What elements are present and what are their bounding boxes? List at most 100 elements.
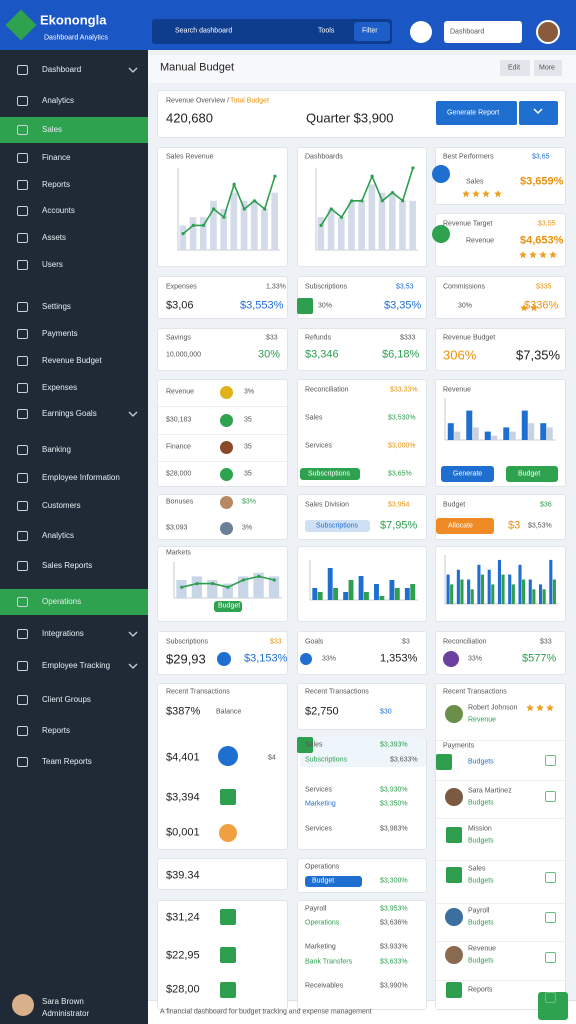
dashboard-dropdown[interactable] <box>444 21 522 43</box>
bar <box>466 410 473 440</box>
bar <box>327 568 333 600</box>
allocate-button[interactable] <box>436 518 494 534</box>
checkbox[interactable] <box>545 992 556 1003</box>
notification-button[interactable] <box>410 21 432 43</box>
icon <box>445 908 463 926</box>
checkbox[interactable] <box>545 791 556 802</box>
card-title: Sales <box>305 741 323 749</box>
card-title: Expenses <box>166 283 197 291</box>
card-text: $3,633% <box>390 756 418 764</box>
checkbox[interactable] <box>545 755 556 766</box>
sidebar-icon <box>17 383 28 393</box>
bar <box>240 200 248 250</box>
card-text: Revenue <box>466 237 495 245</box>
more-button[interactable] <box>534 60 562 76</box>
card-text: Budget <box>518 470 541 478</box>
user-avatar[interactable] <box>536 20 560 44</box>
sidebar-icon <box>17 473 28 483</box>
bar <box>374 584 379 600</box>
chevron-icon <box>128 67 138 73</box>
card-text: $3,636% <box>380 919 408 927</box>
card-text: Generate <box>453 470 483 478</box>
bar <box>470 589 474 604</box>
sidebar-item: Revenue Budget <box>42 356 102 365</box>
icon <box>432 225 450 243</box>
bar <box>549 559 553 604</box>
bar <box>348 580 354 600</box>
bar <box>509 431 516 440</box>
checkbox[interactable] <box>545 952 556 963</box>
card-text: $28,000 <box>166 470 192 478</box>
checkbox[interactable] <box>545 912 556 923</box>
sidebar-item: Sales <box>42 125 63 134</box>
sidebar-icon <box>17 329 28 339</box>
card <box>157 276 288 319</box>
sidebar-icon <box>17 661 28 671</box>
search-filter[interactable] <box>354 22 390 41</box>
card-title: Revenue Budget <box>443 334 496 342</box>
dropdown-label: Dashboard <box>450 28 485 36</box>
sidebar-icon <box>17 445 28 455</box>
card-text: $3,300% <box>380 877 408 885</box>
search-tag: Filter <box>362 27 378 35</box>
bar <box>199 217 207 250</box>
bar <box>528 423 535 440</box>
highlight-row[interactable] <box>300 737 426 767</box>
card-title: Goals <box>305 638 324 646</box>
card <box>157 683 288 850</box>
bar <box>358 200 365 250</box>
icon <box>436 754 452 770</box>
card-title: Revenue <box>443 386 472 394</box>
card-text: Budgets <box>468 957 494 965</box>
bar <box>312 588 318 600</box>
divider <box>158 434 287 435</box>
card-text: Marketing <box>305 800 336 808</box>
card-text: $3,53 <box>396 283 414 291</box>
card-text: Subscriptions <box>305 756 348 764</box>
card-text: $2,750 <box>305 705 339 718</box>
generate-button[interactable] <box>441 466 494 482</box>
fab[interactable] <box>538 992 568 1020</box>
sidebar-icon <box>17 233 28 243</box>
bar <box>546 427 553 440</box>
card-text: Budgets <box>468 837 494 845</box>
bar <box>337 217 345 250</box>
card-text: $3,530% <box>388 414 416 422</box>
card <box>297 900 427 1010</box>
bar <box>477 564 481 604</box>
divider <box>158 461 287 462</box>
bar <box>491 584 495 604</box>
card-text: $3,06 <box>166 299 194 312</box>
bar <box>454 431 461 440</box>
label: Edit <box>508 64 521 72</box>
sidebar-item: Analytics <box>42 531 75 540</box>
footer-text: A financial dashboard for budget trackin… <box>160 1008 372 1016</box>
card-text: $33.33% <box>390 386 418 394</box>
bar <box>364 592 369 600</box>
card-text: Receivables <box>305 982 344 990</box>
point <box>252 199 257 203</box>
sidebar-icon <box>17 629 28 639</box>
sidebar <box>0 50 148 1024</box>
icon <box>443 651 459 667</box>
bar <box>491 435 498 440</box>
card-text: $33 <box>266 334 278 342</box>
sidebar-item: Assets <box>42 233 67 242</box>
budget-button[interactable] <box>214 601 242 612</box>
budget-button[interactable] <box>506 466 558 482</box>
card-text: Budget <box>218 602 241 610</box>
budget-button[interactable] <box>305 876 362 887</box>
card-text: $3,990% <box>380 982 408 990</box>
search-bar[interactable] <box>152 19 392 44</box>
icon <box>219 385 233 399</box>
checkbox[interactable] <box>545 872 556 883</box>
bar <box>522 579 526 604</box>
bar <box>388 192 396 250</box>
bar <box>542 589 546 604</box>
subscriptions-button[interactable] <box>305 520 370 532</box>
progress-bar[interactable] <box>300 468 360 480</box>
edit-button[interactable] <box>500 60 530 76</box>
point <box>350 199 354 203</box>
bar <box>460 579 464 604</box>
generate-button[interactable] <box>436 101 517 125</box>
